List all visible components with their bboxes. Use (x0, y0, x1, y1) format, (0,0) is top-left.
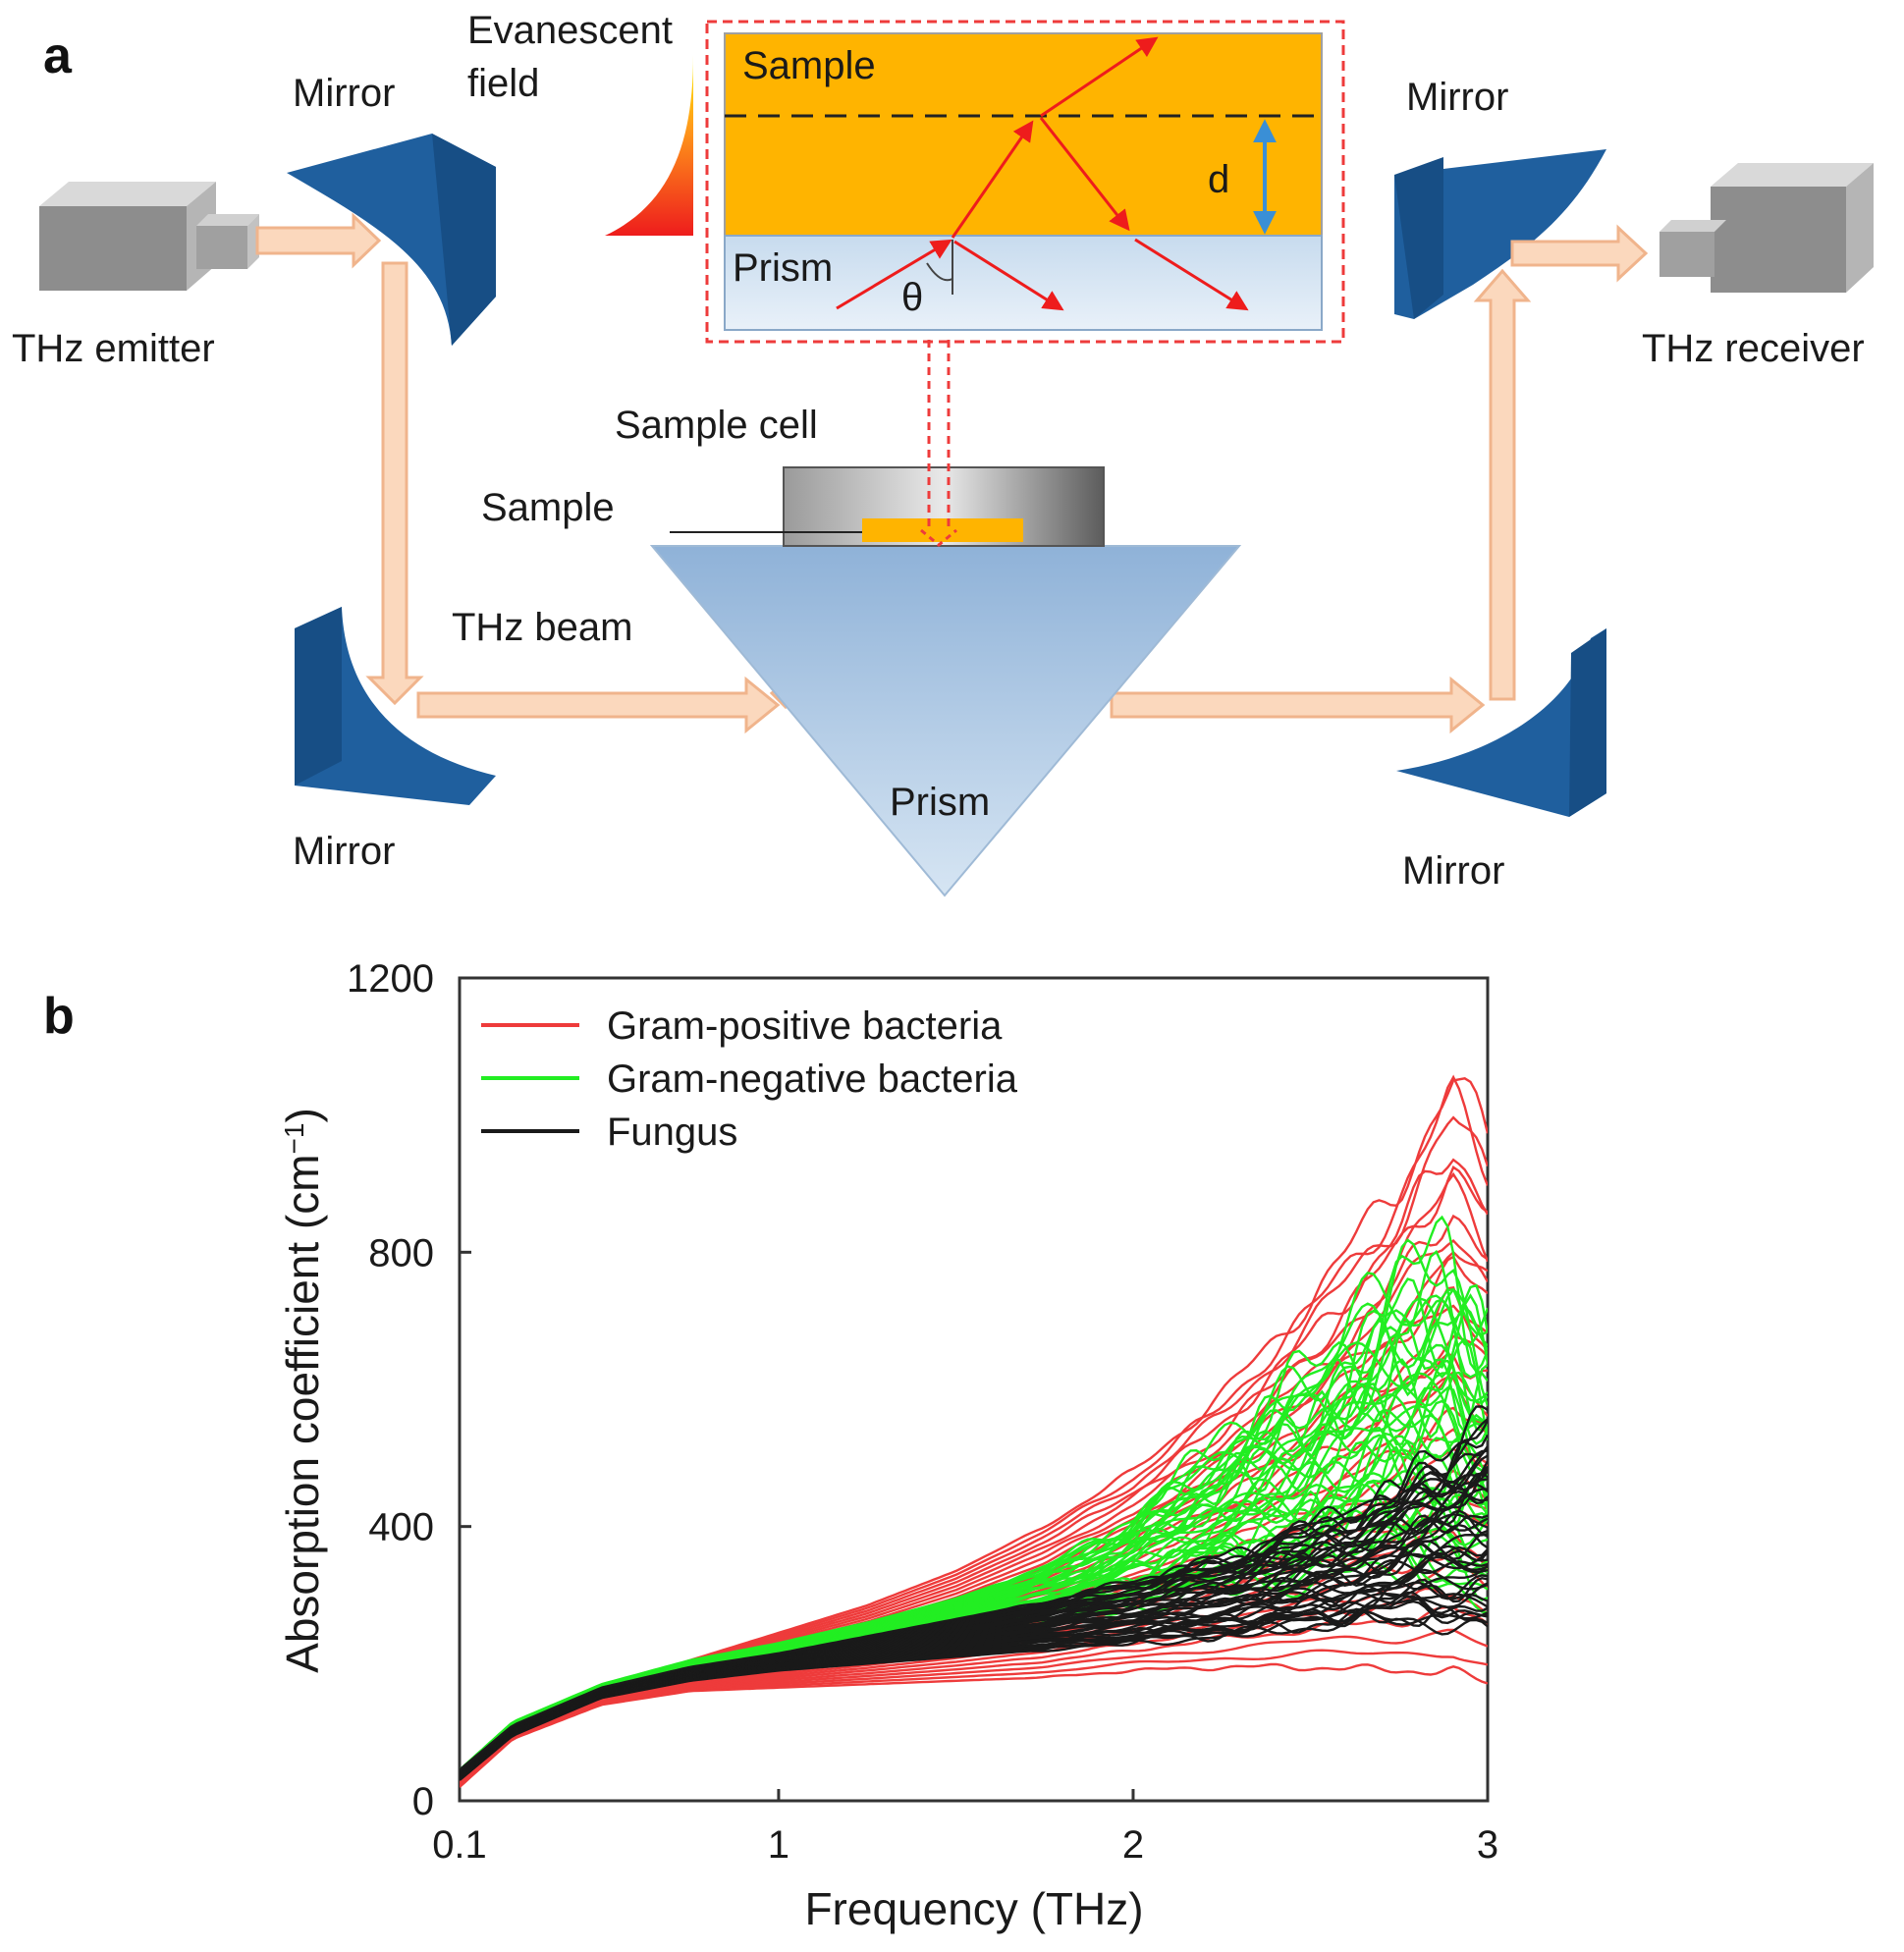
thz-receiver-device (1659, 163, 1874, 293)
x-tick-label: 0.1 (432, 1823, 487, 1867)
evanescent-field-shape (605, 55, 693, 236)
mirror-bottom-right (1396, 628, 1606, 817)
thz-beam-label: THz beam (452, 606, 633, 649)
mirror-bottom-left (295, 607, 496, 805)
inset-prism-layer (724, 235, 1323, 331)
prism-label: Prism (890, 781, 990, 824)
thz-receiver-label: THz receiver (1642, 327, 1865, 370)
sample-cell-label: Sample cell (615, 404, 818, 447)
inset-connector-tip (920, 528, 957, 547)
inset-dashed-box (705, 20, 1345, 344)
chart-curves (460, 1074, 1488, 1788)
evanescent-label-line2: field (467, 62, 539, 105)
x-tick-label: 1 (768, 1823, 789, 1867)
y-axis-title-main: Absorption coefficient (cm (277, 1154, 328, 1672)
thz-emitter-device (39, 182, 259, 291)
mirror-bottom-right-label: Mirror (1402, 849, 1504, 893)
y-axis-title-sup: −1 (279, 1122, 309, 1154)
inset-sample-label: Sample (742, 44, 876, 87)
legend-label-gram-positive: Gram-positive bacteria (607, 1004, 1003, 1048)
inset-theta-label: θ (901, 276, 923, 319)
x-tick-label: 3 (1477, 1823, 1498, 1867)
prism-large (649, 545, 1242, 897)
y-tick-label: 800 (368, 1231, 434, 1274)
panel-a-letter: a (43, 27, 73, 84)
mirror-top-right-label: Mirror (1406, 76, 1508, 119)
y-axis-title: Absorption coefficient (cm−1) (277, 1108, 328, 1673)
inset-prism-label: Prism (733, 246, 833, 290)
x-tick-label: 2 (1122, 1823, 1144, 1867)
inset-d-label: d (1208, 158, 1229, 201)
y-tick-label: 0 (412, 1780, 434, 1823)
y-tick-label: 400 (368, 1506, 434, 1549)
x-axis-title: Frequency (THz) (804, 1883, 1143, 1934)
series-line-fungus (460, 1434, 1488, 1771)
thz-emitter-label: THz emitter (12, 327, 215, 370)
evanescent-label-line1: Evanescent (467, 9, 673, 52)
mirror-top-left (287, 134, 496, 346)
series-line-gram-negative-bacteria (460, 1215, 1488, 1771)
plot-frame (458, 976, 1490, 1803)
sample-label: Sample (481, 486, 615, 529)
legend-label-fungus: Fungus (607, 1111, 737, 1154)
y-tick-label: 1200 (347, 957, 434, 1001)
mirror-top-right (1394, 149, 1606, 319)
mirror-bottom-left-label: Mirror (293, 830, 395, 873)
panel-b: b 0 400 800 1200 0.1 1 2 3 Gram-positive bacter… (43, 957, 1498, 1934)
mirror-top-left-label: Mirror (293, 72, 395, 115)
chart-ticks: 0 400 800 1200 0.1 1 2 3 (347, 957, 1498, 1867)
y-axis-title-end: ) (277, 1108, 328, 1122)
sample-strip (862, 518, 1023, 542)
chart-legend: Gram-positive bacteria Gram-negative bac… (481, 1004, 1018, 1154)
panel-b-letter: b (43, 988, 75, 1045)
inset-rays (836, 36, 1249, 311)
panel-a: a THz emitter THz receiver Mirror (12, 9, 1874, 897)
legend-label-gram-negative: Gram-negative bacteria (607, 1057, 1018, 1101)
